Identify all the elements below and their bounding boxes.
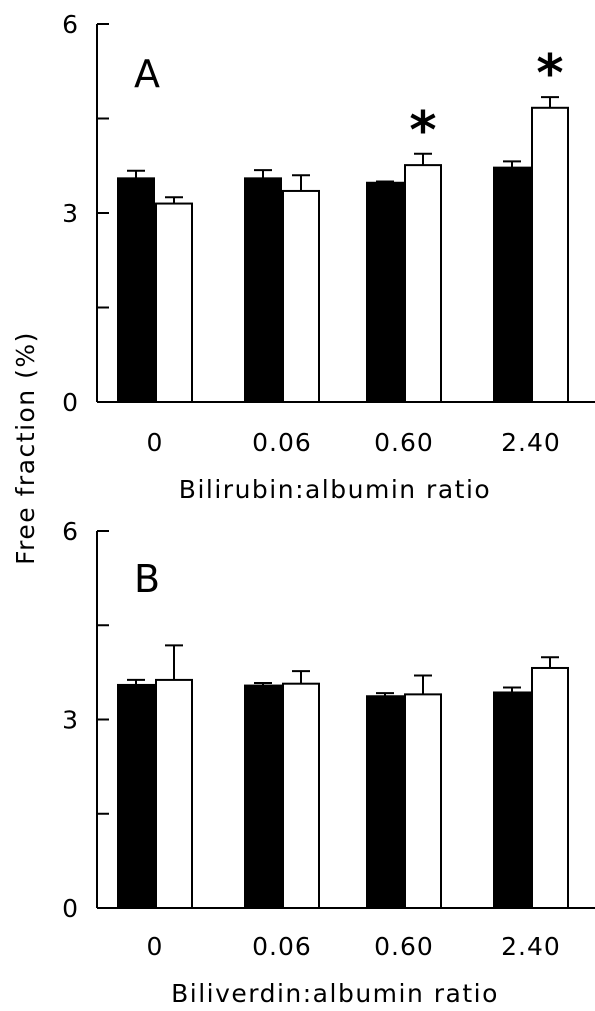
- panel-b-bar-filled: [117, 683, 155, 909]
- panel-a-bar-open: [404, 164, 442, 403]
- panel-a-y-tick-label: 0: [62, 388, 78, 417]
- panel-a-bar-filled: [493, 166, 531, 403]
- panel-a-x-tick-label: 2.40: [501, 428, 561, 457]
- panel-b-bar-open: [404, 693, 442, 909]
- panel-a-y-tick-label: 6: [62, 10, 78, 39]
- panel-b-x-tick-label: 0.60: [374, 932, 434, 961]
- panel-b-x-tick-label: 0: [147, 932, 164, 961]
- panel-b-bar-open: [531, 666, 569, 910]
- panel-a-bar-open: [531, 106, 569, 403]
- panel-b-y-tick-label: 3: [62, 706, 78, 735]
- panel-b-bar-open: [155, 678, 193, 909]
- panel-a-x-axis-title: Bilirubin:albumin ratio: [179, 475, 491, 504]
- shared-y-axis-title: Free fraction (%): [11, 331, 40, 565]
- panel-b-bar-filled: [493, 691, 531, 910]
- panel-a-bar-filled: [117, 177, 155, 403]
- panel-a-letter: A: [134, 52, 160, 96]
- panel-a: A 0 3 6 0 0.06 0.60 2.40 Bilirubin:albumin rati…: [62, 10, 595, 504]
- panel-b-y-tick-label: 0: [62, 894, 78, 923]
- panel-b-x-tick-label: 0.06: [252, 932, 312, 961]
- panel-a-bar-open: [155, 202, 193, 403]
- panel-a-x-tick-label: 0: [147, 428, 164, 457]
- panel-b-y-tick-label: 6: [62, 517, 78, 546]
- panel-a-significance-asterisk: *: [409, 101, 436, 161]
- panel-a-bar-open: [282, 189, 320, 403]
- panel-b-bar-open: [282, 682, 320, 909]
- panel-a-bar-filled: [244, 177, 282, 403]
- panel-b-bar-filled: [366, 695, 404, 909]
- panel-a-x-tick-label: 0.06: [252, 428, 312, 457]
- panel-a-y-tick-label: 3: [62, 199, 78, 228]
- panel-b-x-tick-label: 2.40: [501, 932, 561, 961]
- panel-b-letter: B: [134, 557, 160, 601]
- panel-b-bar-filled: [244, 684, 282, 909]
- panel-a-bar-filled: [366, 181, 404, 403]
- panel-a-x-tick-label: 0.60: [374, 428, 434, 457]
- panel-b-x-axis-title: Biliverdin:albumin ratio: [171, 979, 499, 1008]
- panel-a-significance-asterisk: *: [536, 44, 563, 104]
